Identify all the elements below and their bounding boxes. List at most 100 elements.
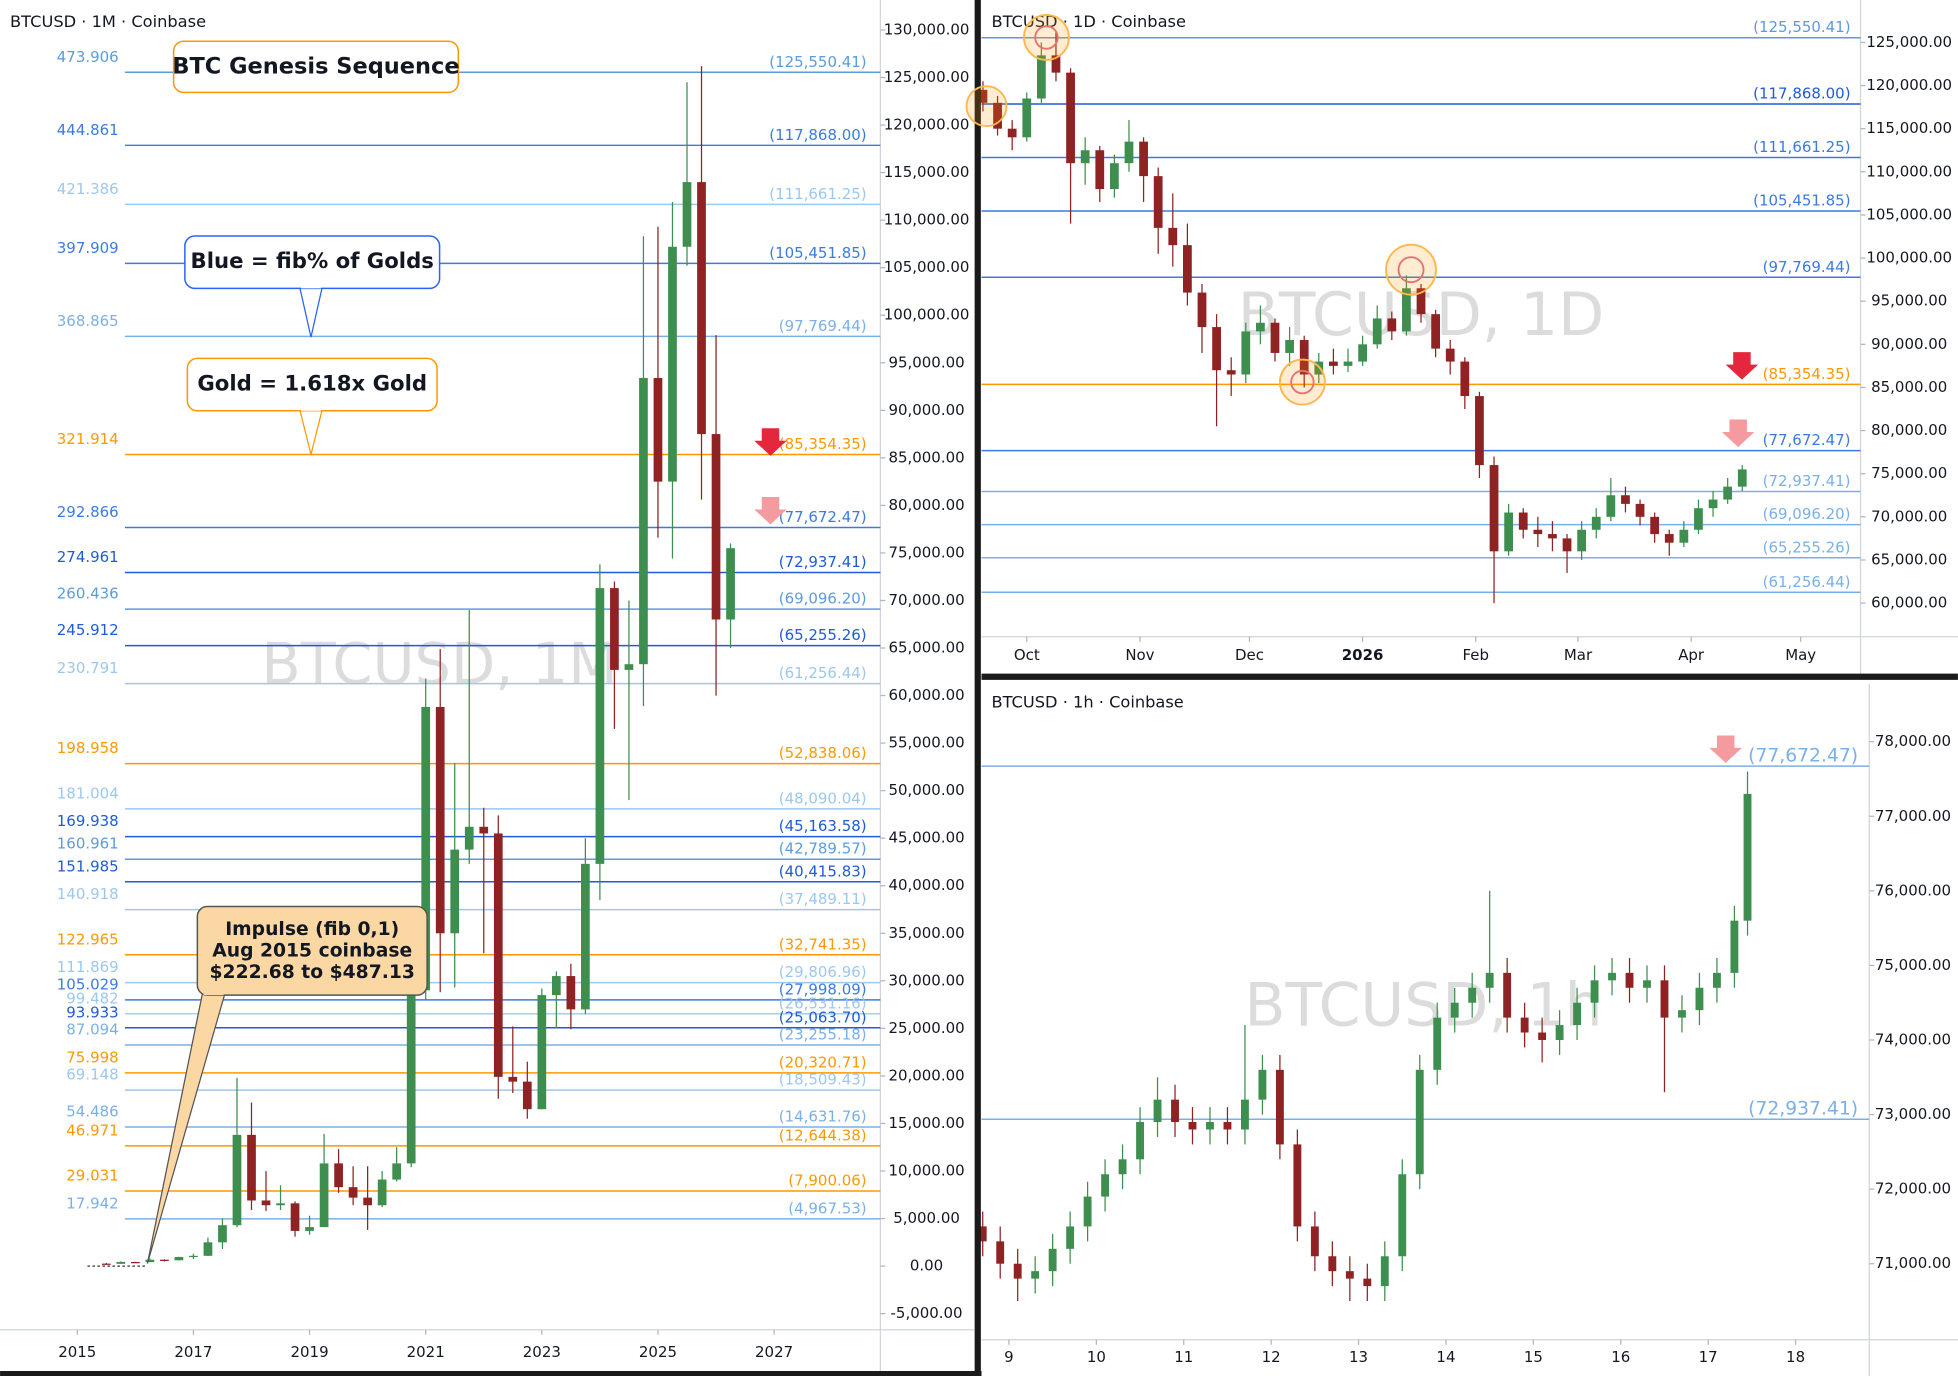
fib-price-label: (97,769.44): [779, 317, 867, 335]
candle-body: [1635, 503, 1645, 517]
candle-body: [1136, 1122, 1144, 1160]
fib-ratio-label: 274.961: [57, 548, 119, 566]
fib-ratio-label: 99.482: [66, 989, 118, 1007]
fib-price-label: (14,631.76): [779, 1107, 867, 1125]
y-tick-label: 70,000.00: [888, 591, 964, 609]
x-tick-label: 10: [1087, 1348, 1106, 1366]
y-tick-label: 60,000.00: [888, 686, 964, 704]
y-tick-label: 100,000.00: [884, 306, 970, 324]
candle-body: [464, 826, 474, 850]
fib-price-label: (25,063.70): [779, 1008, 867, 1026]
x-tick-label: 11: [1174, 1348, 1193, 1366]
candle-body: [305, 1227, 314, 1231]
fib-price-label: (72,937.41): [1748, 1099, 1858, 1120]
x-tick-label: Nov: [1125, 646, 1154, 664]
candle-body: [551, 976, 561, 996]
x-tick-label: Oct: [1014, 646, 1040, 664]
fib-price-label: (72,937.41): [1763, 472, 1851, 490]
fib-price-label: (105,451.85): [769, 244, 866, 262]
candle-body: [1066, 72, 1075, 164]
y-tick-label: 10,000.00: [888, 1162, 964, 1180]
y-tick-label: 15,000.00: [888, 1114, 964, 1132]
y-tick-label: 60,000.00: [1871, 594, 1947, 612]
fib-ratio-label: 111.869: [57, 958, 119, 976]
y-tick-label: 90,000.00: [1871, 335, 1947, 353]
candle-body: [1256, 322, 1265, 332]
y-tick-label: 90,000.00: [888, 401, 964, 419]
x-tick-label: May: [1785, 646, 1816, 664]
candle-body: [610, 588, 619, 670]
fib-price-label: (125,550.41): [1753, 18, 1850, 36]
y-tick-label: 76,000.00: [1875, 881, 1951, 899]
x-tick-label: 16: [1611, 1348, 1630, 1366]
candle-body: [1643, 980, 1651, 988]
candle-body: [1328, 1256, 1337, 1272]
candle-body: [1031, 1271, 1040, 1279]
candle-body: [319, 1163, 329, 1228]
down-arrow: [1721, 419, 1755, 448]
candle-body: [1380, 1256, 1389, 1287]
y-tick-label: 105,000.00: [884, 258, 970, 276]
candle-body: [116, 1262, 126, 1264]
fib-price-label: (32,741.35): [779, 935, 867, 953]
fib-ratio-label: 122.965: [57, 930, 119, 948]
y-tick-label: 73,000.00: [1875, 1105, 1951, 1123]
candle-body: [595, 588, 605, 864]
candle-body: [1343, 361, 1353, 366]
callout-text: Impulse (fib 0,1): [225, 919, 399, 940]
candle-body: [1241, 1099, 1249, 1130]
candle-body: [1275, 1069, 1284, 1145]
y-tick-label: 120,000.00: [1866, 76, 1952, 94]
x-tick-label: 15: [1524, 1348, 1543, 1366]
candle-body: [1415, 1069, 1424, 1175]
highlight-circle: [1385, 243, 1437, 296]
candle-body: [566, 976, 576, 1010]
x-tick-label: 2025: [639, 1343, 677, 1361]
candle-body: [668, 246, 677, 482]
candle-body: [247, 1134, 256, 1201]
candle-body: [1197, 292, 1207, 328]
candle-body: [1712, 972, 1721, 988]
x-tick-label: 2015: [58, 1343, 96, 1361]
candle-body: [1518, 512, 1528, 530]
fib-ratio-label: 245.912: [57, 621, 119, 639]
fib-price-label: (69,096.20): [779, 590, 867, 608]
fib-price-label: (77,672.47): [1763, 431, 1851, 449]
candle-body: [1258, 1069, 1267, 1100]
candle-body: [1241, 331, 1251, 375]
candle-body: [348, 1187, 358, 1198]
candle-body: [406, 990, 416, 1164]
y-tick-label: 5,000.00: [893, 1209, 960, 1227]
fib-ratio-label: 181.004: [57, 784, 119, 802]
y-tick-label: 30,000.00: [888, 971, 964, 989]
fib-price-label: (61,256.44): [779, 664, 867, 682]
candle-body: [1101, 1174, 1110, 1197]
candle-body: [1139, 141, 1148, 177]
candle-body: [1118, 1159, 1127, 1175]
candle-body: [1678, 1010, 1686, 1018]
fib-ratio-label: 321.914: [57, 430, 119, 448]
x-tick-label: 2017: [174, 1343, 212, 1361]
callout-box: [172, 40, 460, 94]
fib-price-label: (7,900.06): [788, 1171, 866, 1189]
fib-ratio-label: 105.029: [57, 975, 119, 993]
candle-body: [522, 1081, 532, 1110]
x-tick-label: Mar: [1564, 646, 1593, 664]
highlight-circle: [965, 85, 1008, 128]
candle-body: [1538, 1032, 1547, 1040]
x-tick-label: 17: [1699, 1348, 1718, 1366]
candle-body: [537, 995, 547, 1110]
y-tick-label: 125,000.00: [1866, 33, 1952, 51]
candle-body: [1416, 288, 1426, 315]
x-tick-label: 9: [1004, 1348, 1014, 1366]
candle-body: [1533, 529, 1543, 535]
candle-body: [1743, 793, 1752, 921]
candle-body: [334, 1163, 343, 1188]
candle-body: [1206, 1122, 1214, 1130]
candle-body: [1270, 322, 1280, 353]
y-tick-label: 130,000.00: [884, 20, 970, 38]
candle-body: [1573, 1002, 1582, 1026]
candle-body: [1520, 1017, 1529, 1033]
candle-body: [493, 833, 503, 1077]
